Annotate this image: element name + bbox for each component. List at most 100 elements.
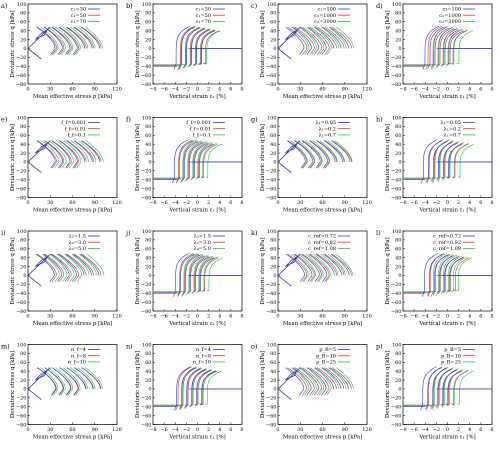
series-line-λ₂=1.5	[72, 253, 92, 276]
y-tick-label: 60	[145, 133, 151, 139]
series-line-p_B=10	[324, 388, 330, 396]
y-tick-label: −20	[16, 169, 27, 175]
x-tick-label: 0	[26, 87, 29, 93]
x-tick-label: 60	[319, 427, 325, 433]
y-tick-label: 60	[270, 247, 276, 253]
series-line-n_f=8	[81, 367, 102, 389]
series-line-λ₁=0.2	[309, 161, 315, 169]
curves	[403, 139, 492, 184]
series-line-n_f=4	[58, 388, 64, 396]
series-line-λ₂=3.0	[74, 275, 79, 282]
series-line-λ₂=5.0	[56, 253, 75, 276]
panel-letter: o)	[251, 343, 258, 351]
series-line-f_f=0.1	[195, 142, 212, 180]
series-line-c₂=100	[315, 26, 334, 49]
series-line-n_f=8	[190, 369, 208, 407]
series-line-c₂=1000	[440, 28, 458, 67]
series-line-c₂=100	[306, 48, 312, 55]
series-line-λ₁=0.05	[294, 140, 314, 162]
y-tick-label: 100	[142, 115, 152, 121]
y-tick-label: 0	[148, 160, 151, 166]
series-line-n_f=4	[189, 369, 206, 407]
series-line-n_f=4	[35, 369, 49, 381]
series-line-λ₂=1.5	[183, 254, 200, 295]
series-line-n_f=4	[81, 367, 101, 389]
series-line-c_ref=0.92	[324, 275, 330, 282]
y-tick-label: −60	[141, 73, 152, 79]
series-line-c_ref=1.08	[327, 253, 346, 276]
series-line-c₁=50	[81, 26, 102, 49]
series-line-f_f=0.001	[50, 161, 56, 169]
y-tick-label: 0	[273, 46, 276, 52]
series-line-p_B=5	[329, 367, 349, 389]
series-line-p_B=10	[309, 367, 330, 389]
curves	[153, 252, 242, 297]
series-line-f_f=0.1	[85, 140, 104, 162]
series-line-c₁=70	[53, 48, 59, 55]
series-line-f_f=0.01	[37, 140, 57, 162]
series-line-λ₁=0.2	[302, 140, 323, 162]
series-line-p_B=5	[430, 368, 447, 408]
series-line-λ₂=3.0	[202, 257, 219, 292]
x-tick-label: 30	[297, 427, 303, 433]
series-line-f_f=0.1	[54, 161, 59, 169]
series-line-c₂=100	[300, 26, 320, 49]
series-line-c_ref=1.08	[318, 275, 324, 282]
series-line-f_f=0.01	[44, 140, 65, 162]
series-line-λ₁=0.2	[317, 161, 323, 169]
legend-label: λ₂=1.5	[69, 234, 86, 240]
x-tick-label: −8	[399, 427, 406, 433]
series-line-c₁=50	[177, 25, 195, 70]
y-tick-label: 40	[270, 369, 276, 375]
series-line-n_f=10	[199, 370, 217, 406]
series-line-n_f=10	[68, 388, 73, 396]
series-line-f_f=0.1	[205, 143, 222, 178]
series-line-c₂=3000	[306, 26, 325, 49]
series-line-c₁=50	[51, 26, 72, 49]
y-axis-label: Deviatoric stress q [kPa]	[385, 237, 391, 304]
y-tick-label: 0	[273, 160, 276, 166]
series-line-c₁=50	[59, 48, 65, 55]
series-line-f_f=0.001	[51, 140, 71, 162]
panel-letter: e)	[1, 116, 8, 124]
legend-label: λ₁=0.05	[316, 120, 337, 126]
series-line-λ₁=0.05	[316, 140, 336, 162]
series-line-c₂=1000	[309, 48, 315, 55]
y-tick-label: −20	[266, 55, 277, 61]
series-line-f_f=0.01	[196, 143, 213, 179]
series-line-p_B=5	[285, 369, 299, 381]
y-tick-label: −60	[391, 300, 402, 306]
x-tick-label: 6	[479, 427, 482, 433]
series-line-c_ref=0.72	[315, 253, 335, 276]
x-tick-label: 4	[468, 314, 471, 320]
series-line-λ₁=0.2	[324, 140, 345, 162]
legend-label: p_B=10	[316, 353, 336, 359]
series-line-λ₁=0.7	[310, 161, 316, 169]
y-tick-label: −60	[16, 186, 27, 192]
x-tick-label: 8	[240, 427, 243, 433]
series-line-f_f=0.001	[81, 140, 100, 162]
series-line-n_f=8	[44, 367, 65, 389]
y-tick-label: −40	[391, 64, 402, 70]
series-line-c₁=50	[74, 26, 94, 49]
series-line-λ₂=3.0	[187, 254, 204, 295]
series-line-c_ref=1.08	[456, 257, 473, 292]
series-line-f_f=0.01	[81, 140, 102, 162]
x-tick-label: 90	[92, 314, 98, 320]
x-tick-label: 4	[218, 87, 221, 93]
series-line-λ₁=0.05	[278, 161, 292, 173]
y-tick-label: −40	[16, 178, 27, 184]
series-line-λ₁=0.7	[290, 140, 308, 162]
y-tick-label: 20	[395, 151, 401, 157]
series-line-n_f=10	[53, 388, 59, 396]
y-axis-label: Deviatoric stress q [kPa]	[260, 237, 266, 304]
series-line-c_ref=1.08	[451, 256, 468, 292]
series-line-c_ref=0.72	[447, 257, 464, 292]
series-line-p_B=5	[425, 367, 442, 410]
series-line-p_B=25	[336, 367, 354, 389]
x-tick-label: 30	[47, 87, 53, 93]
y-tick-label: −20	[141, 55, 152, 61]
series-line-f_f=0.1	[76, 161, 82, 169]
series-line-λ₂=1.5	[80, 253, 100, 276]
